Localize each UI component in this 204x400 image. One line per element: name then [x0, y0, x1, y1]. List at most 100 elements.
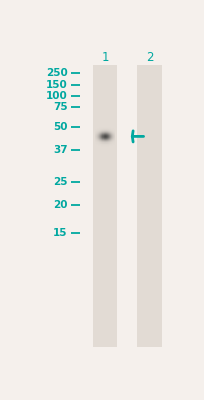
- Bar: [107, 131, 108, 132]
- Bar: [101, 129, 102, 130]
- Bar: [97, 140, 98, 141]
- Bar: [96, 142, 97, 143]
- Bar: [109, 138, 110, 139]
- Bar: [108, 132, 109, 133]
- Bar: [102, 134, 103, 135]
- Bar: [99, 126, 100, 127]
- Bar: [97, 141, 98, 142]
- Bar: [110, 139, 111, 140]
- Bar: [102, 145, 103, 146]
- Bar: [114, 129, 115, 130]
- Bar: [112, 139, 113, 140]
- Bar: [101, 133, 102, 134]
- Bar: [105, 135, 106, 136]
- Bar: [106, 131, 107, 132]
- Bar: [110, 132, 111, 133]
- Bar: [109, 140, 110, 141]
- Text: 25: 25: [53, 177, 67, 187]
- Bar: [96, 136, 97, 137]
- Bar: [96, 126, 97, 127]
- Bar: [94, 142, 95, 143]
- Bar: [111, 139, 112, 140]
- Bar: [96, 127, 97, 128]
- Bar: [110, 127, 111, 128]
- Bar: [99, 130, 100, 131]
- Bar: [108, 127, 109, 128]
- Bar: [100, 135, 101, 136]
- Bar: [113, 130, 114, 131]
- Bar: [108, 135, 109, 136]
- Bar: [100, 133, 101, 134]
- Bar: [97, 142, 98, 143]
- Bar: [112, 140, 113, 141]
- Bar: [106, 135, 107, 136]
- Bar: [104, 128, 105, 129]
- Bar: [95, 139, 96, 140]
- Bar: [104, 129, 105, 130]
- Bar: [99, 144, 100, 145]
- Bar: [110, 133, 111, 134]
- Bar: [103, 134, 104, 135]
- Bar: [95, 129, 96, 130]
- Bar: [105, 136, 106, 137]
- Bar: [100, 127, 101, 128]
- Bar: [114, 130, 115, 131]
- Bar: [111, 126, 112, 127]
- Bar: [113, 128, 114, 129]
- Bar: [111, 130, 112, 131]
- Bar: [94, 139, 95, 140]
- Bar: [136, 65, 161, 347]
- Bar: [98, 129, 99, 130]
- Bar: [100, 126, 101, 127]
- Bar: [106, 132, 107, 133]
- Bar: [111, 135, 112, 136]
- Bar: [104, 135, 105, 136]
- Bar: [105, 139, 106, 140]
- Bar: [96, 143, 97, 144]
- Bar: [103, 144, 104, 145]
- Bar: [108, 136, 109, 137]
- Bar: [101, 135, 102, 136]
- Bar: [98, 132, 99, 133]
- Bar: [94, 127, 95, 128]
- Bar: [97, 126, 98, 127]
- Bar: [101, 134, 102, 135]
- Bar: [98, 133, 99, 134]
- Bar: [94, 128, 95, 129]
- Bar: [97, 131, 98, 132]
- Bar: [114, 145, 115, 146]
- Bar: [107, 137, 108, 138]
- Bar: [111, 141, 112, 142]
- Bar: [101, 128, 102, 129]
- Bar: [110, 143, 111, 144]
- Bar: [114, 134, 115, 135]
- Bar: [97, 143, 98, 144]
- Bar: [99, 139, 100, 140]
- Bar: [105, 134, 106, 135]
- Bar: [110, 141, 111, 142]
- Bar: [98, 130, 99, 131]
- Bar: [113, 145, 114, 146]
- Bar: [110, 145, 111, 146]
- Bar: [105, 132, 106, 133]
- Bar: [104, 142, 105, 143]
- Bar: [105, 137, 106, 138]
- Bar: [106, 133, 107, 134]
- Bar: [106, 136, 107, 137]
- Bar: [96, 145, 97, 146]
- Bar: [106, 134, 107, 135]
- Bar: [112, 130, 113, 131]
- Bar: [100, 144, 101, 145]
- Bar: [109, 142, 110, 143]
- Bar: [110, 131, 111, 132]
- Bar: [105, 127, 106, 128]
- Text: 15: 15: [53, 228, 67, 238]
- Bar: [98, 140, 99, 141]
- Bar: [99, 137, 100, 138]
- Bar: [110, 144, 111, 145]
- Bar: [108, 140, 109, 141]
- Bar: [113, 144, 114, 145]
- Bar: [106, 143, 107, 144]
- Bar: [105, 140, 106, 141]
- Bar: [100, 137, 101, 138]
